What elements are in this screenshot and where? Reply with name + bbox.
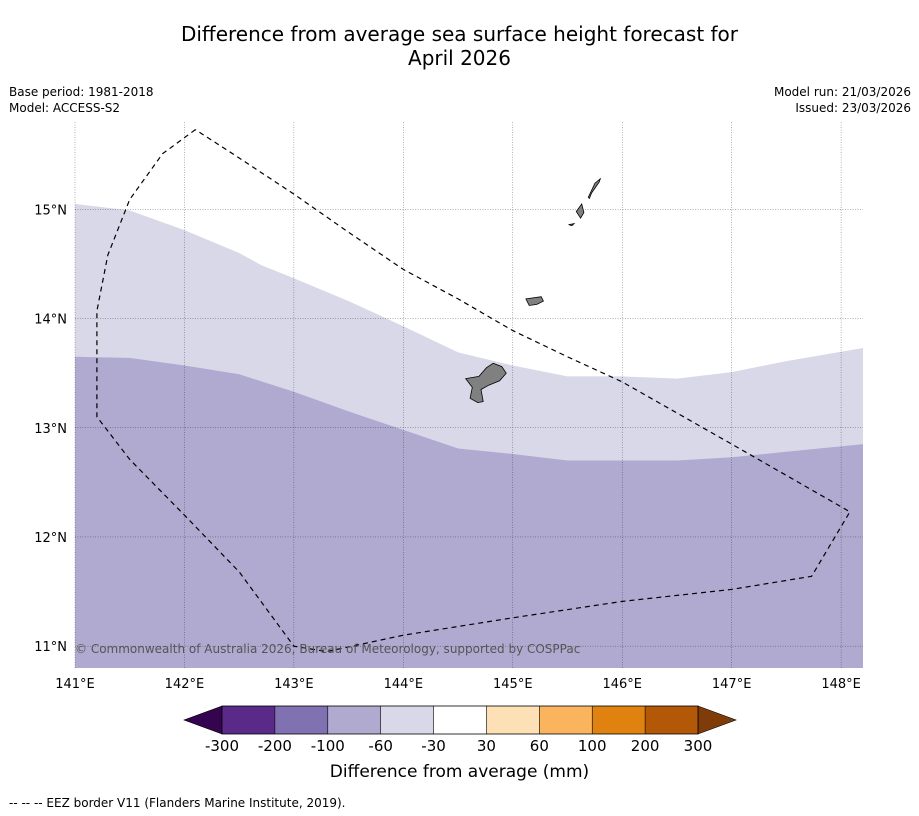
lat-tick-label: 11°N — [34, 640, 67, 655]
island-tinian — [575, 202, 585, 219]
model-run: Model run: 21/03/2026 — [773, 85, 911, 99]
island-saipan — [587, 177, 602, 200]
colorbar-segment — [645, 706, 698, 734]
colorbar-outline — [221, 705, 699, 735]
colorbar-segment — [486, 706, 540, 734]
lon-tick-label: 142°E — [165, 677, 205, 692]
lon-tick-label: 143°E — [274, 677, 314, 692]
colorbar-tick-label: 30 — [477, 737, 496, 755]
colorbar-under-arrow — [183, 705, 223, 735]
colorbar-tick-label: -60 — [368, 737, 393, 755]
lon-tick-label: 147°E — [712, 677, 752, 692]
colorbar-tick-label: 60 — [530, 737, 549, 755]
lon-tick-label: 141°E — [55, 677, 95, 692]
copyright-notice: © Commonwealth of Australia 2026, Bureau… — [75, 642, 580, 656]
colorbar-segment — [539, 706, 593, 734]
map: 141°E 142°E 143°E 144°E 145°E 146°E 147°E 148°E… — [34, 122, 863, 692]
colorbar-segment — [327, 706, 381, 734]
colorbar-tick-label: -100 — [311, 737, 345, 755]
lon-tick-label: 144°E — [384, 677, 424, 692]
lat-tick-label: 14°N — [34, 313, 67, 328]
colorbar-tick-label: 300 — [684, 737, 713, 755]
lat-tick-label: 15°N — [34, 203, 67, 218]
meta-left: Base period: 1981-2018 Model: ACCESS-S2 — [9, 84, 154, 116]
eez-border — [96, 129, 851, 653]
anomaly-zone-2 — [75, 356, 863, 668]
title-line-1: Difference from average sea surface heig… — [180, 22, 739, 46]
lon-tick-label: 148°E — [821, 677, 861, 692]
colorbar-tick-label: 200 — [631, 737, 660, 755]
colorbar-tick-label: -300 — [205, 737, 239, 755]
lon-tick-label: 145°E — [493, 677, 533, 692]
colorbar-segment — [592, 706, 646, 734]
base-period: Base period: 1981-2018 — [9, 85, 154, 99]
island-aguijan — [568, 222, 576, 227]
colorbar-segment — [222, 706, 275, 734]
colorbar-segment — [274, 706, 328, 734]
issued-date: Issued: 23/03/2026 — [795, 101, 911, 115]
title-line-2: April 2026 — [408, 46, 511, 70]
colorbar-tick-label: -200 — [258, 737, 292, 755]
colorbar-tick-label: -30 — [421, 737, 446, 755]
island-guam — [464, 362, 507, 404]
meta-right: Model run: 21/03/2026 Issued: 23/03/2026 — [774, 84, 911, 116]
model-name: Model: ACCESS-S2 — [9, 101, 121, 115]
eez-border-legend: -- -- -- EEZ border V11 (Flanders Marine… — [9, 796, 346, 810]
chart-title: Difference from average sea surface heig… — [0, 22, 919, 70]
lat-tick-label: 13°N — [34, 422, 67, 437]
lon-tick-label: 146°E — [602, 677, 642, 692]
colorbar-over-arrow — [697, 705, 737, 735]
island-rota — [525, 296, 544, 306]
colorbar-tick-label: 100 — [578, 737, 607, 755]
colorbar-segment — [380, 706, 434, 734]
colorbar-segment — [433, 706, 487, 734]
lat-tick-label: 12°N — [34, 531, 67, 546]
colorbar: -300 -200 -100 -60 -30 30 60 100 200 300 — [183, 705, 737, 755]
colorbar-label: Difference from average (mm) — [329, 762, 590, 782]
